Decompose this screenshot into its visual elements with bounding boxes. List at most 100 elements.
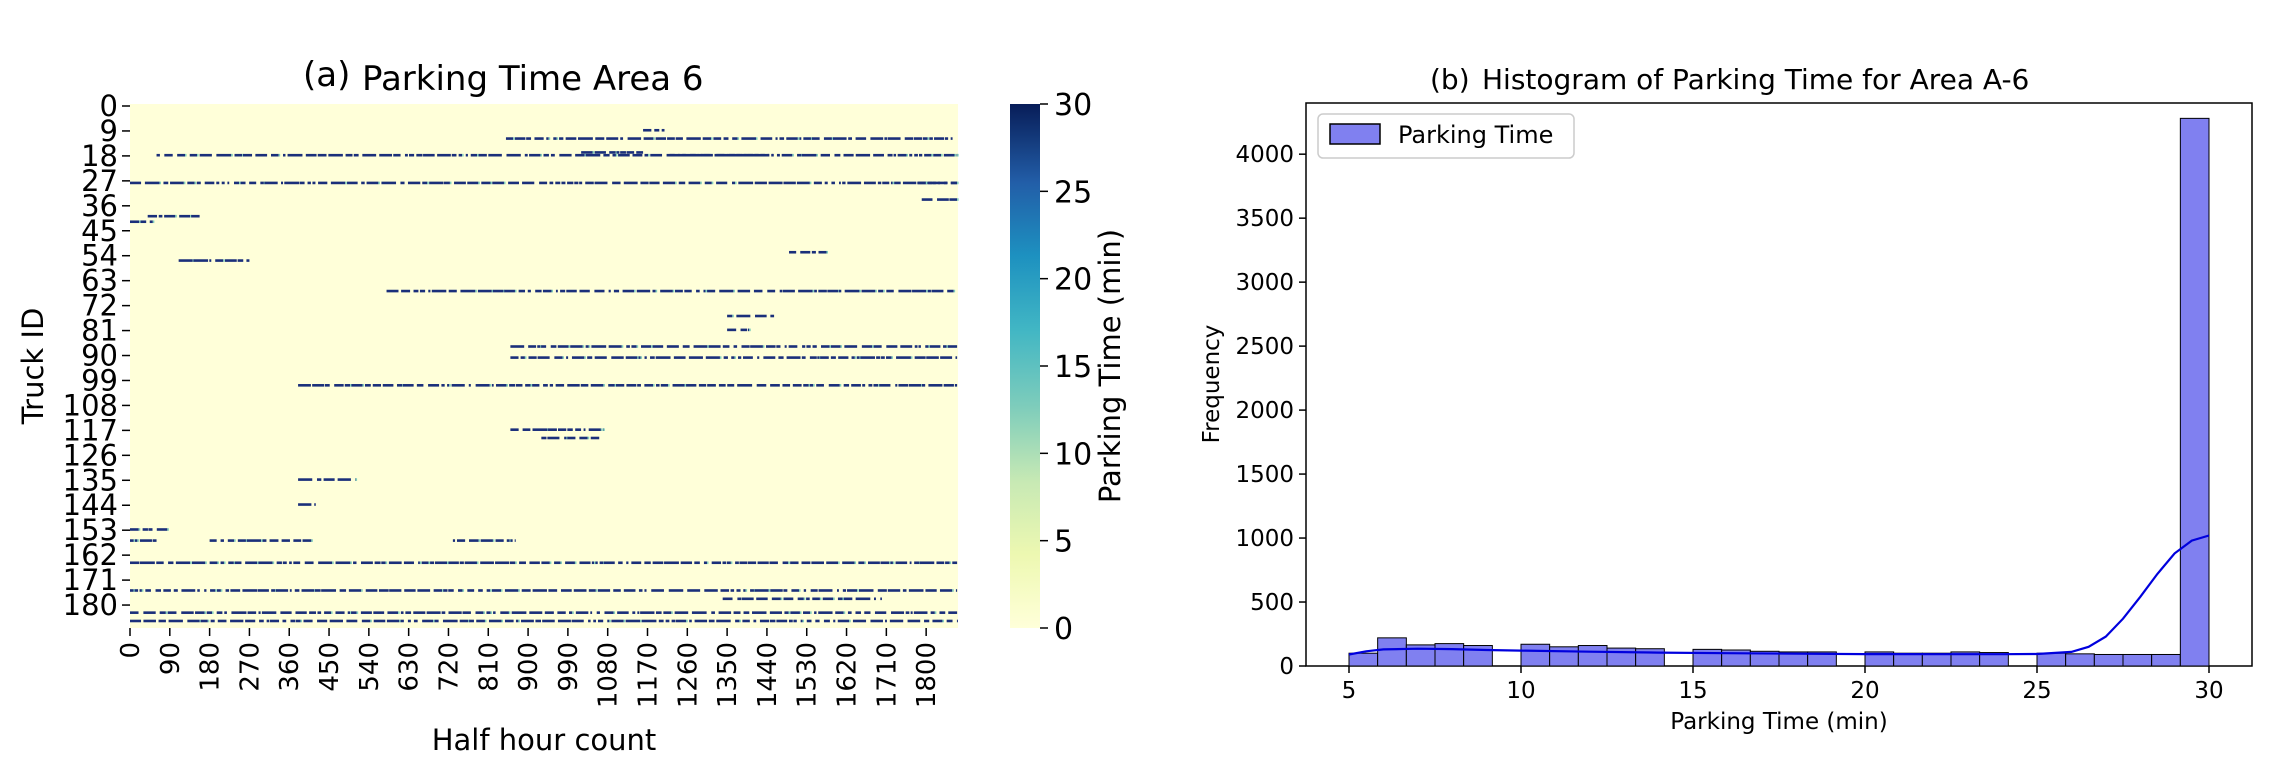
heatmap-cell <box>893 153 897 157</box>
heatmap-cell <box>431 289 447 293</box>
heatmap-cell <box>237 539 246 542</box>
heatmap-cell <box>890 181 893 185</box>
heatmap-cell <box>360 611 372 614</box>
heatmap-cell <box>690 153 699 157</box>
heatmap-cell <box>735 181 737 185</box>
histogram-y-ticks: 0 500 1000 1500 2000 2500 3000 3500 4000 <box>1235 142 1306 680</box>
heatmap-cell <box>754 589 769 592</box>
heatmap-cell <box>723 356 728 359</box>
heatmap-cell <box>312 384 325 387</box>
heatmap-cell <box>727 314 733 318</box>
heatmap-cell <box>653 137 655 140</box>
heatmap-cell <box>742 619 750 623</box>
heatmap-cell <box>739 561 748 565</box>
heatmap-cell <box>830 356 836 359</box>
heatmap-cell <box>159 181 161 185</box>
heatmap-cell <box>595 561 598 565</box>
heatmap-cell <box>684 384 687 387</box>
heatmap-cell <box>143 619 156 623</box>
heatmap-cell <box>784 345 787 348</box>
heatmap-cell <box>879 384 891 387</box>
heatmap-cell <box>677 153 686 157</box>
heatmap-cell <box>914 356 926 359</box>
heatmap-cell <box>579 289 590 293</box>
heatmap-cell <box>355 478 358 481</box>
heatmap-cell <box>271 589 276 592</box>
heatmap-cell <box>902 589 907 592</box>
heatmap-cell <box>529 611 543 614</box>
heatmap-y-tick-label: 27 <box>81 164 118 198</box>
heatmap-cell <box>835 611 844 614</box>
heatmap-cell <box>816 153 818 157</box>
heatmap-cell <box>779 289 783 293</box>
heatmap-cell <box>215 589 217 592</box>
heatmap-cell <box>788 561 790 565</box>
heatmap-cell <box>282 619 287 623</box>
heatmap-cell <box>242 153 253 157</box>
heatmap-background <box>130 104 958 628</box>
heatmap-cell <box>448 289 457 293</box>
heatmap-cell <box>818 589 833 592</box>
legend: Parking Time <box>1317 113 1575 159</box>
heatmap-cell <box>590 384 604 387</box>
heatmap-cell <box>133 539 136 542</box>
heatmap-cell <box>155 589 162 592</box>
heatmap-cell <box>740 328 748 332</box>
heatmap-cell <box>278 153 281 157</box>
heatmap-cell <box>584 153 587 157</box>
heatmap-cell <box>591 561 595 565</box>
heatmap-cell <box>317 619 328 623</box>
heatmap-cell <box>694 619 708 623</box>
heatmap-cell <box>299 181 305 185</box>
heatmap-cell <box>837 619 850 623</box>
heatmap-cell <box>468 384 471 387</box>
heatmap-cell <box>231 153 233 157</box>
heatmap-cell <box>588 345 591 348</box>
heatmap-cell <box>895 561 908 565</box>
heatmap-cell <box>663 611 672 614</box>
heatmap-cell <box>566 356 569 359</box>
heatmap-cell <box>301 589 315 592</box>
heatmap-cell <box>707 289 716 293</box>
heatmap-cell <box>574 561 577 565</box>
heatmap-cell <box>623 589 636 592</box>
heatmap-cell <box>886 345 898 348</box>
heatmap-cell <box>928 181 941 185</box>
heatmap-cell <box>143 611 156 614</box>
heatmap-cell <box>568 611 573 614</box>
heatmap-cell <box>441 384 445 387</box>
heatmap-cell <box>139 589 142 592</box>
heatmap-cell <box>458 589 463 592</box>
heatmap-cell <box>730 589 735 592</box>
heatmap-cell <box>943 345 947 348</box>
heatmap-cell <box>520 619 534 623</box>
heatmap-cell <box>834 153 841 157</box>
heatmap-x-axis-label: Half hour count <box>432 723 657 757</box>
heatmap-cell <box>655 137 667 140</box>
heatmap-cell <box>747 561 757 565</box>
heatmap-cell <box>854 561 857 565</box>
heatmap-cell <box>735 561 739 565</box>
heatmap-cell <box>393 153 401 157</box>
heatmap-cell <box>643 137 654 140</box>
heatmap-cell <box>636 151 644 154</box>
heatmap-cell <box>792 153 794 157</box>
heatmap-cell <box>855 153 871 157</box>
heatmap-cell <box>266 619 270 623</box>
heatmap-cell <box>818 289 827 293</box>
heatmap-cell <box>481 181 491 185</box>
heatmap-cell <box>156 561 164 565</box>
heatmap-cell <box>495 384 507 387</box>
heatmap-cell <box>625 356 638 359</box>
heatmap-cell <box>490 589 492 592</box>
heatmap-cell <box>600 428 603 431</box>
heatmap-cell <box>295 619 301 623</box>
heatmap-cell <box>632 153 643 157</box>
heatmap-cell <box>282 561 287 565</box>
heatmap-cell <box>921 384 926 387</box>
heatmap-cell <box>581 151 593 154</box>
heatmap-cell <box>526 137 532 140</box>
heatmap-cell <box>294 589 300 592</box>
heatmap-cell <box>258 561 273 565</box>
heatmap-cell <box>665 619 670 623</box>
